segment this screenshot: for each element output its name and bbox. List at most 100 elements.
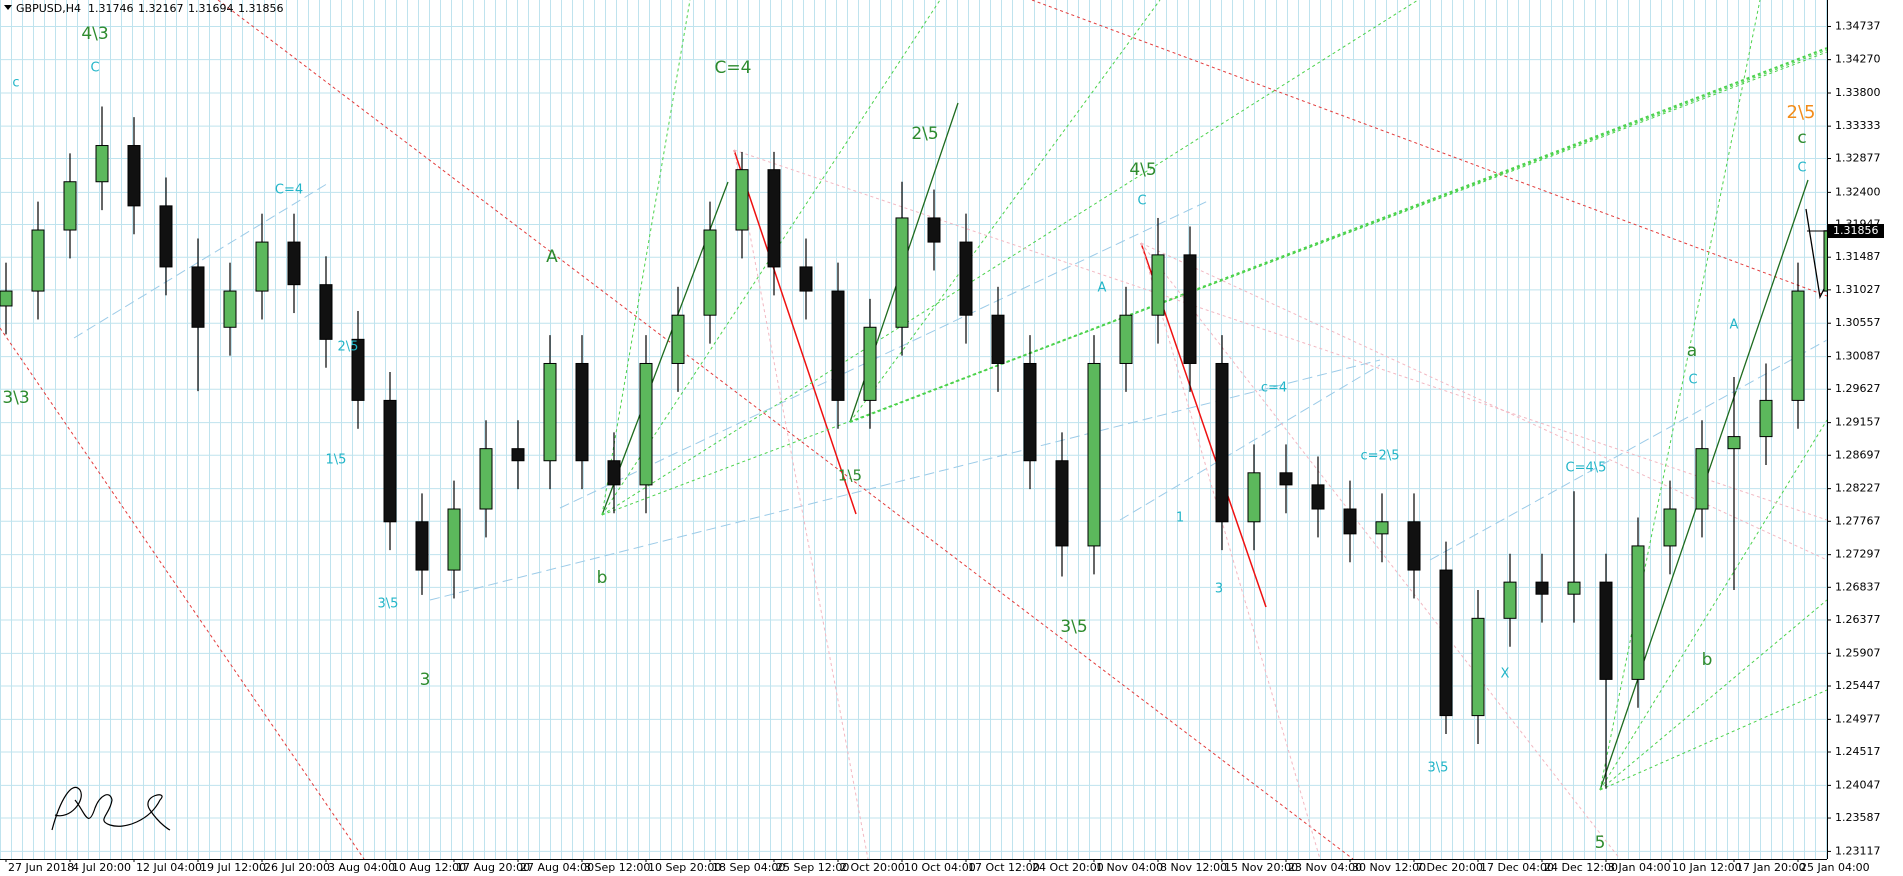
candle-body xyxy=(1343,508,1357,535)
wave-label: C=4 xyxy=(275,183,303,198)
candle-body xyxy=(1663,508,1677,547)
candle-body xyxy=(63,181,77,231)
y-tick-label: 1.28697 xyxy=(1835,448,1881,461)
candle-body xyxy=(1151,254,1165,316)
fan-line xyxy=(601,0,1419,516)
y-tick-label: 1.31027 xyxy=(1835,283,1881,296)
candle-body xyxy=(1279,472,1293,486)
candle-body xyxy=(255,241,269,292)
candle-body xyxy=(1183,254,1197,364)
y-tick-label: 1.27297 xyxy=(1835,548,1881,561)
wave-label: 1\5 xyxy=(326,453,347,468)
quote-open: 1.31746 xyxy=(88,2,134,15)
x-tick-label: 2 Oct 20:00 xyxy=(840,861,905,874)
wave-label: A xyxy=(1730,318,1739,333)
y-tick-label: 1.24977 xyxy=(1835,712,1881,725)
x-tick-label: 30 Nov 12:00 xyxy=(1352,861,1426,874)
fan-line xyxy=(1599,419,1828,791)
x-tick-label: 27 Aug 04:00 xyxy=(520,861,594,874)
x-tick-label: 15 Nov 20:00 xyxy=(1224,861,1298,874)
candle-body xyxy=(511,448,525,462)
channel-line xyxy=(1429,339,1828,561)
header-arrow xyxy=(4,5,12,10)
fan-line xyxy=(1140,242,1621,860)
candle-body xyxy=(383,399,397,523)
candle-body xyxy=(0,290,13,307)
wave-label: 3\5 xyxy=(1428,761,1449,776)
candle-body xyxy=(1311,484,1325,510)
x-tick-label: 10 Aug 12:00 xyxy=(392,861,466,874)
candle-body xyxy=(575,362,589,462)
y-tick-label: 1.25907 xyxy=(1835,646,1881,659)
quote-low: 1.31694 xyxy=(188,2,234,15)
fan-line xyxy=(849,49,1828,423)
candle-body xyxy=(1695,448,1709,510)
y-tick-label: 1.33333 xyxy=(1835,119,1881,132)
y-tick-label: 1.34737 xyxy=(1835,19,1881,32)
x-tick-label: 26 Jul 20:00 xyxy=(264,861,330,874)
wave-label: 3 xyxy=(420,670,431,690)
candle-body xyxy=(447,508,461,571)
candle-body xyxy=(1375,521,1389,535)
wave-label: c xyxy=(1797,128,1806,148)
candle-body xyxy=(1087,362,1101,547)
candle-body xyxy=(223,290,237,328)
fan-line xyxy=(1140,242,1321,860)
y-tick-label: 1.30557 xyxy=(1835,316,1881,329)
candle-body xyxy=(1055,460,1069,547)
candle-body xyxy=(991,314,1005,364)
candle-body xyxy=(831,290,845,401)
x-tick-label: 17 Dec 04:00 xyxy=(1480,861,1554,874)
candle-body xyxy=(1631,545,1645,680)
x-tick-label: 10 Sep 20:00 xyxy=(648,861,721,874)
x-tick-label: 4 Jul 20:00 xyxy=(72,861,131,874)
x-tick-label: 12 Jul 04:00 xyxy=(136,861,202,874)
candle-body xyxy=(351,338,365,401)
candle-body xyxy=(127,145,141,207)
wave-label: c=2\5 xyxy=(1361,449,1400,464)
candle-body xyxy=(479,448,493,510)
axes: 1.34737 1.34270 1.33800 1.33333 1.32877 1.324… xyxy=(5,19,1884,874)
wave-label: b xyxy=(1702,650,1713,670)
x-tick-label: 17 Aug 20:00 xyxy=(456,861,530,874)
x-tick-label: 1 Nov 04:00 xyxy=(1096,861,1163,874)
wave-label: C xyxy=(1688,373,1697,388)
candle-body xyxy=(799,266,813,292)
wave-label: 5 xyxy=(1595,833,1606,853)
candle-body xyxy=(767,169,781,268)
x-tick-label: 23 Nov 04:00 xyxy=(1288,861,1362,874)
wave-label: 2\5 xyxy=(911,124,938,144)
wave-label: 3\3 xyxy=(2,388,29,408)
y-tick-label: 1.24047 xyxy=(1835,778,1881,791)
x-tick-label: 24 Dec 12:00 xyxy=(1544,861,1618,874)
y-tick-label: 1.29157 xyxy=(1835,416,1881,429)
wave-label: b xyxy=(597,568,608,588)
candle-body xyxy=(1119,314,1133,364)
x-tick-label: 10 Jan 12:00 xyxy=(1672,861,1742,874)
y-tick-label: 1.26377 xyxy=(1835,613,1881,626)
candle-body xyxy=(1759,399,1773,438)
y-tick-label: 1.34270 xyxy=(1835,53,1881,66)
wave-label: 3 xyxy=(1215,582,1223,597)
x-tick-label: 10 Oct 04:00 xyxy=(904,861,976,874)
y-tick-label: 1.23117 xyxy=(1835,844,1881,857)
x-tick-label: 8 Nov 12:00 xyxy=(1160,861,1227,874)
quote-high: 1.32167 xyxy=(138,2,184,15)
wave-label: A xyxy=(546,247,558,267)
y-tick-label: 1.25447 xyxy=(1835,679,1881,692)
trend-line xyxy=(0,327,365,860)
wave-label: 4\5 xyxy=(1129,160,1156,180)
candle-body xyxy=(1471,617,1485,717)
x-tick-label: 17 Jan 20:00 xyxy=(1736,861,1806,874)
wave-label: c xyxy=(12,76,19,91)
annotations: 4\33\33AbC=42\51\54\53\55ab2\5cCcCC=4\5C… xyxy=(2,24,1815,853)
y-tick-label: 1.26837 xyxy=(1835,580,1881,593)
last-price-label: 1.31856 xyxy=(1833,224,1879,237)
wave-label: C xyxy=(1137,194,1146,209)
candle-body xyxy=(703,229,717,316)
y-tick-label: 1.31487 xyxy=(1835,250,1881,263)
candle-body xyxy=(927,217,941,243)
candle-body xyxy=(159,205,173,268)
